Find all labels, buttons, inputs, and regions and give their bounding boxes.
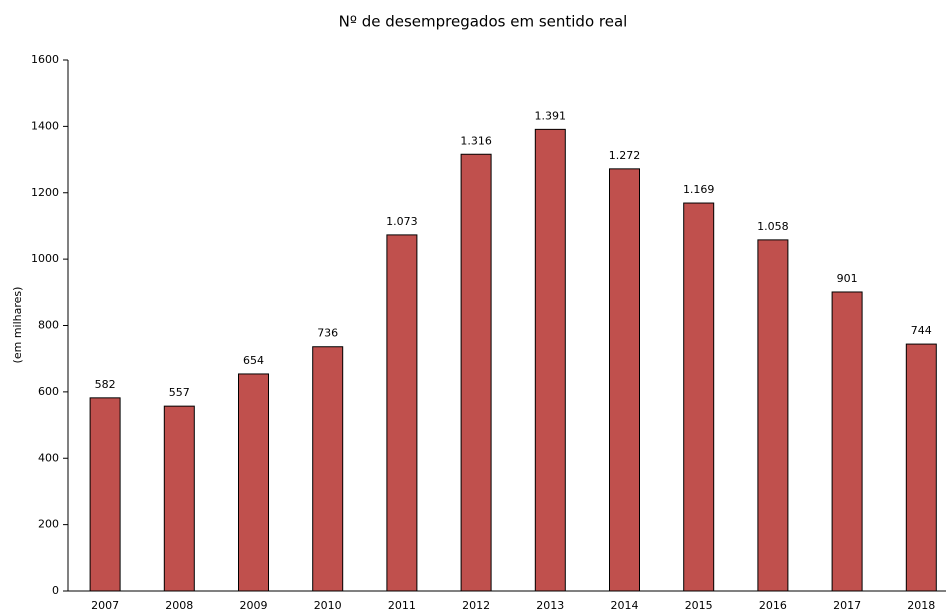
y-axis-label: (em milhares) (11, 287, 24, 364)
chart-title: Nº de desempregados em sentido real (339, 13, 628, 31)
x-tick-label: 2017 (833, 599, 861, 612)
value-label: 736 (317, 327, 338, 340)
value-label: 654 (243, 354, 264, 367)
value-label: 582 (95, 378, 116, 391)
value-label: 557 (169, 386, 190, 399)
bar (683, 202, 715, 592)
value-label: 901 (837, 272, 858, 285)
bar (757, 239, 789, 592)
bar (460, 153, 492, 592)
x-tick-label: 2016 (759, 599, 787, 612)
x-tick-label: 2007 (91, 599, 119, 612)
value-label: 1.058 (757, 220, 789, 233)
value-label: 1.073 (386, 215, 418, 228)
y-tick-label: 600 (38, 385, 59, 398)
x-tick-label: 2008 (165, 599, 193, 612)
y-tick-label: 1400 (31, 119, 59, 132)
bar (312, 346, 344, 592)
y-tick-label: 1600 (31, 53, 59, 66)
value-label: 1.272 (609, 149, 641, 162)
y-tick-label: 800 (38, 319, 59, 332)
value-label: 1.316 (460, 134, 492, 147)
y-tick-label: 200 (38, 518, 59, 531)
y-tick-label: 1000 (31, 252, 59, 265)
value-label: 1.391 (535, 109, 567, 122)
x-tick-label: 2013 (536, 599, 564, 612)
x-tick-label: 2011 (388, 599, 416, 612)
bar (534, 128, 566, 592)
bar (609, 168, 640, 592)
bar (831, 291, 863, 592)
bar (89, 397, 121, 592)
x-tick-label: 2018 (907, 599, 935, 612)
y-tick-label: 400 (38, 451, 59, 464)
x-tick-label: 2012 (462, 599, 490, 612)
bar (238, 373, 269, 592)
bar (386, 234, 418, 592)
x-tick-label: 2009 (240, 599, 268, 612)
value-label: 744 (911, 324, 932, 337)
x-tick-label: 2010 (314, 599, 342, 612)
x-tick-label: 2014 (611, 599, 639, 612)
bar (905, 343, 937, 592)
y-tick-label: 0 (52, 584, 59, 597)
x-tick-label: 2015 (685, 599, 713, 612)
y-tick-label: 1200 (31, 186, 59, 199)
bar (163, 405, 195, 592)
value-label: 1.169 (683, 183, 715, 196)
